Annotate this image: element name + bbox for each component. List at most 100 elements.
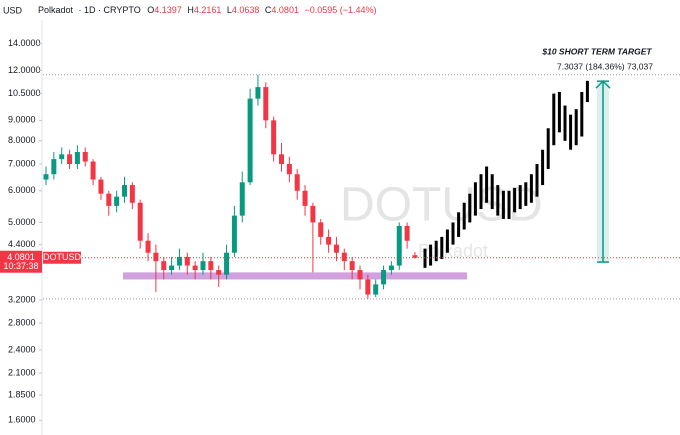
candle-body [90, 161, 96, 180]
projection-bar [462, 202, 466, 230]
projection-bar [434, 240, 438, 262]
projection-bar [557, 91, 561, 133]
price-tag [0, 250, 42, 273]
projection-bar [445, 229, 449, 253]
candle-body [231, 215, 237, 253]
y-tick-label: 2.8000 [8, 317, 36, 327]
candle-body [279, 154, 284, 165]
measure-label: 7.3037 (184.36%) 73,037 [557, 61, 653, 71]
ohlc-value: 4.2161 [194, 5, 222, 15]
projection-bar [546, 128, 550, 170]
projection-bar [541, 149, 545, 186]
projection-bar [468, 193, 472, 223]
projection-bar [485, 166, 489, 203]
candle-body [247, 98, 253, 183]
candle-body [239, 182, 245, 216]
candle-body [373, 284, 379, 295]
ohlc-value: 4.0801 [271, 5, 299, 15]
projection-bar [569, 114, 573, 150]
candle-body [286, 164, 292, 175]
candle-body [310, 205, 316, 223]
candle-body [169, 265, 175, 271]
candle-body [82, 152, 88, 162]
candle-body [357, 270, 363, 280]
projection-bar [574, 109, 578, 146]
ohlc-prefix: O [147, 5, 154, 15]
projection-bar [473, 182, 477, 216]
candle-body [98, 179, 104, 194]
projection-bar [580, 91, 584, 137]
candle-body [271, 120, 277, 155]
projection-bar [507, 190, 511, 219]
candle-body [200, 261, 206, 271]
y-tick-label: 10.5000 [8, 88, 41, 98]
countdown: 10:37:38 [3, 261, 38, 271]
projection-bar [440, 236, 444, 260]
y-tick-label: 8.0000 [8, 135, 36, 145]
candle-body [302, 190, 308, 206]
projection-bar [479, 174, 483, 210]
y-tick-label: 5.0000 [8, 217, 36, 227]
candle-body [318, 222, 324, 237]
projection-bar [490, 174, 494, 210]
candle-body [176, 256, 182, 266]
projection-bar [529, 174, 533, 203]
y-tick-label: 2.1000 [8, 367, 36, 377]
candle-body [114, 196, 120, 206]
candle-body [255, 87, 261, 99]
candle-body [153, 252, 159, 262]
candle-body [294, 174, 300, 191]
target-title: $10 SHORT TERM TARGET [541, 46, 652, 56]
candle-body [412, 255, 418, 258]
projection-bar [552, 93, 556, 146]
currency: USD [3, 5, 23, 15]
candle-body [106, 193, 112, 206]
candle-body [216, 270, 222, 275]
projection-bar [496, 185, 500, 216]
y-tick-label: 1.8500 [8, 389, 36, 399]
candle-body [388, 265, 394, 271]
candle-body [51, 159, 57, 175]
candle-body [59, 154, 65, 160]
candle-body [122, 185, 127, 197]
candle-body [263, 87, 269, 121]
ohlc-prefix: H [187, 5, 194, 15]
projection-bar [524, 182, 528, 206]
y-tick-label: 6.0000 [8, 185, 36, 195]
projection-bar [457, 212, 461, 237]
arrow-head [595, 80, 611, 89]
projection-bar [535, 164, 539, 197]
y-tick-label: 12.0000 [8, 65, 41, 75]
candle-body [349, 261, 355, 271]
ohlc-prefix: C [265, 5, 272, 15]
y-tick-label: 1.6000 [8, 415, 36, 425]
y-tick-label: 2.4000 [8, 344, 36, 354]
y-tick-label: 14.0000 [8, 38, 41, 48]
projection-bar [451, 222, 455, 245]
candle-body [67, 154, 73, 165]
y-tick-label: 4.4000 [8, 239, 36, 249]
y-tick-label: 7.0000 [8, 158, 36, 168]
symbol-tag-label: DOTUSD [43, 252, 82, 262]
candle-body [381, 270, 387, 285]
candle-body [365, 279, 371, 295]
projection-bar [501, 190, 505, 219]
title: Polkadot [38, 5, 74, 15]
y-tick-label: 3.2000 [8, 294, 36, 304]
candle-body [341, 252, 347, 262]
projection-bar [513, 187, 517, 213]
candle-body [326, 236, 332, 245]
watermark-symbol: DOTUSD [340, 179, 543, 232]
ohlc-value: 4.0638 [232, 5, 260, 15]
candle-body [184, 256, 190, 266]
candle-body [129, 185, 135, 203]
change: −0.0595 (−1.44%) [304, 5, 376, 15]
candle-body [224, 252, 230, 275]
projection-bar [585, 80, 589, 103]
candle-body [404, 225, 410, 241]
subtitle: · 1D · CRYPTO [79, 5, 141, 15]
y-tick-label: 9.0000 [8, 115, 36, 125]
candle-body [333, 244, 339, 253]
support-zone [123, 272, 467, 280]
price-tag-value: 4.0801 [7, 252, 35, 262]
